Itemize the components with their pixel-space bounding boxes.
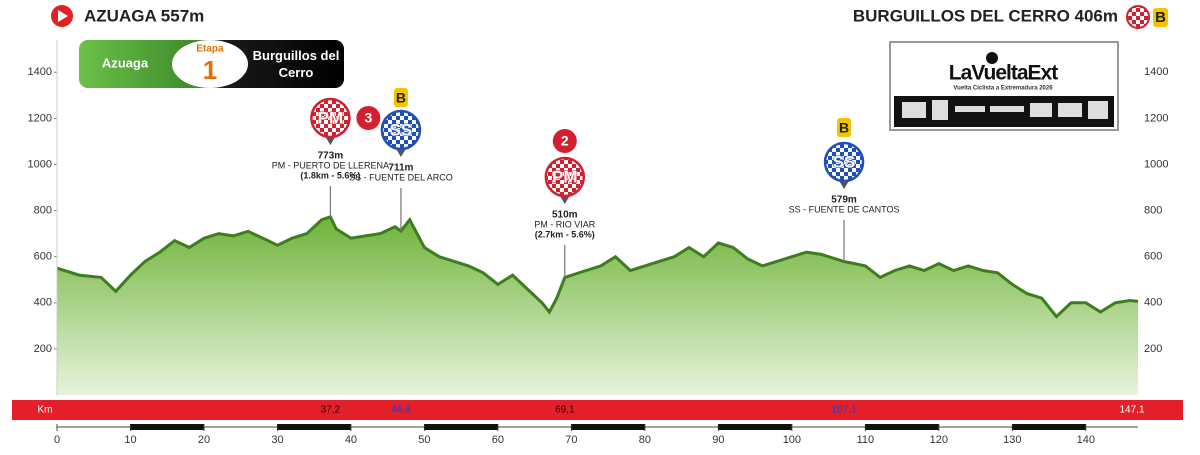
marker-elevation: 579m	[831, 195, 857, 206]
marker-elevation: 773m	[318, 151, 344, 162]
y-tick-label-right: 200	[1144, 343, 1162, 355]
y-tick-label-right: 800	[1144, 204, 1162, 216]
legend-to-box: Burguillos del Cerro	[252, 48, 340, 80]
km-bar-label: Km	[38, 405, 53, 416]
finish-icon	[1126, 5, 1150, 29]
category-badge-bg	[356, 106, 381, 130]
legend-stage: 1	[203, 55, 217, 85]
marker-detail: (1.8km - 5.6%)	[300, 170, 360, 180]
km-bar-point: 69,1	[555, 405, 575, 416]
x-tick-label: 40	[345, 434, 357, 446]
y-tick-label: 1400	[28, 66, 52, 78]
x-tick-label: 0	[54, 434, 60, 446]
y-tick-label: 800	[34, 204, 52, 216]
x-axis-segment	[571, 424, 645, 430]
marker-type: SS	[833, 152, 856, 171]
profile-line	[56, 214, 1139, 319]
x-tick-label: 10	[124, 434, 136, 446]
category-badge: B	[396, 90, 406, 106]
legend-from: Azuaga	[102, 55, 149, 70]
x-tick-label: 80	[639, 434, 651, 446]
finish-badge-bg	[1153, 8, 1168, 27]
start-icon-arrow	[58, 10, 68, 22]
km-bar-point: 37,2	[321, 405, 341, 416]
y-tick-label-right: 1400	[1144, 66, 1168, 78]
category-badge: B	[839, 120, 849, 136]
km-bar-point: 46,8	[391, 405, 411, 416]
x-tick-label: 110	[857, 434, 875, 446]
profile-area	[57, 216, 1138, 395]
marker-type: PM	[318, 108, 344, 127]
x-axis-segment	[424, 424, 498, 430]
y-tick-label: 1000	[28, 158, 52, 170]
y-tick-label-right: 400	[1144, 297, 1162, 309]
category-badge-bg	[837, 118, 852, 137]
finish-km: 147,1	[1119, 405, 1144, 416]
x-axis-segment	[277, 424, 351, 430]
y-tick-label: 1200	[28, 112, 52, 124]
finish-title: BURGUILLOS DEL CERRO 406m	[853, 6, 1118, 25]
y-tick-label-right: 1000	[1144, 158, 1168, 170]
marker-name: SS - FUENTE DE CANTOS	[789, 204, 900, 214]
category-badge: 2	[561, 133, 569, 149]
category-badge-bg	[393, 88, 408, 107]
marker-icon	[310, 97, 351, 139]
y-tick-label: 600	[34, 251, 52, 263]
x-tick-label: 70	[565, 434, 577, 446]
marker-elevation: 711m	[388, 163, 413, 174]
marker-icon	[823, 141, 865, 183]
km-bar	[12, 400, 1183, 420]
category-badge: 3	[364, 110, 372, 126]
x-tick-label: 130	[1003, 434, 1021, 446]
x-axis-segment	[718, 424, 792, 430]
marker-name: PM - PUERTO DE LLERENA	[272, 160, 389, 170]
y-tick-label: 400	[34, 297, 52, 309]
marker-type: SS	[390, 120, 413, 139]
y-tick-label-right: 600	[1144, 251, 1162, 263]
x-tick-label: 50	[418, 434, 430, 446]
marker-icon	[380, 109, 422, 151]
legend-stage-label: Etapa	[196, 44, 224, 55]
x-tick-label: 20	[198, 434, 210, 446]
x-tick-label: 30	[271, 434, 283, 446]
logo-subtitle: Vuelta Ciclista a Extremadura 2026	[953, 86, 1053, 92]
marker-name: PM - RIO VIAR	[534, 219, 596, 229]
marker-type: PM	[552, 167, 578, 186]
start-title: AZUAGA 557m	[84, 6, 204, 25]
x-axis-segment	[130, 424, 204, 430]
x-axis-segment	[1012, 424, 1086, 430]
y-tick-label-right: 1200	[1144, 112, 1168, 124]
km-bar-point: 107,1	[832, 405, 857, 416]
x-tick-label: 100	[783, 434, 801, 446]
y-tick-label: 200	[34, 343, 52, 355]
marker-name: SS - FUENTE DEL ARCO	[349, 172, 453, 182]
x-tick-label: 120	[930, 434, 948, 446]
stage-legend-center	[172, 40, 248, 88]
x-axis-segment	[865, 424, 939, 430]
logo-rider	[986, 52, 998, 64]
logo-name: LaVueltaExt	[949, 62, 1058, 85]
marker-detail: (2.7km - 5.6%)	[535, 229, 595, 239]
finish-badge: B	[1155, 9, 1166, 26]
sponsor-logos	[902, 100, 1108, 120]
legend-to: Burguillos del Cerro	[252, 48, 340, 80]
category-badge-bg	[552, 129, 577, 153]
x-tick-label: 90	[712, 434, 724, 446]
marker-elevation: 510m	[552, 210, 578, 221]
x-tick-label: 140	[1077, 434, 1095, 446]
x-tick-label: 60	[492, 434, 504, 446]
marker-icon	[544, 156, 586, 198]
